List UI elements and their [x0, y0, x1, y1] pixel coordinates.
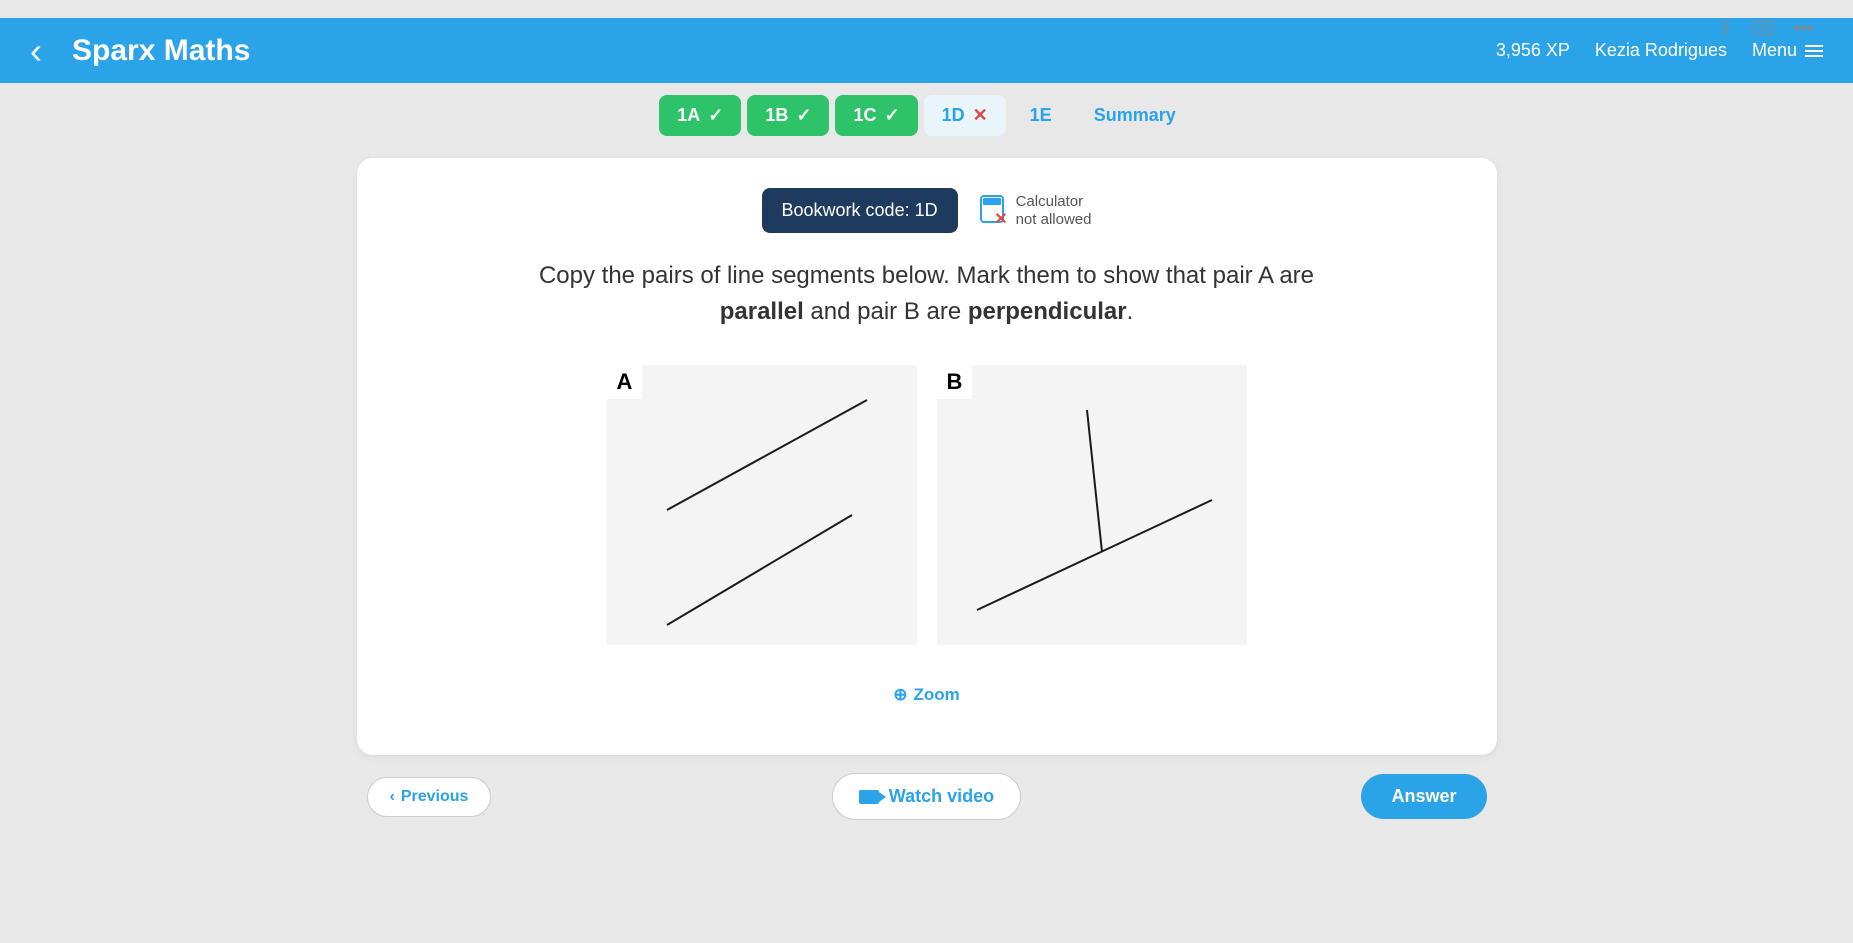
question-tabs: 1A ✓ 1B ✓ 1C ✓ 1D ✕ 1E Summary: [0, 83, 1853, 148]
line-a1: [667, 400, 867, 510]
diagram-b-label: B: [937, 365, 973, 399]
tab-1a[interactable]: 1A ✓: [659, 95, 741, 136]
chevron-left-icon: ‹: [390, 788, 395, 806]
check-icon: ✓: [796, 105, 811, 126]
tab-count-badge[interactable]: 31: [1753, 21, 1774, 36]
bookwork-code: Bookwork code: 1D: [762, 188, 958, 233]
diagram-b: B: [937, 365, 1247, 645]
previous-label: Previous: [401, 788, 469, 806]
app-title: Sparx Maths: [72, 34, 1496, 68]
tab-label: 1E: [1030, 105, 1052, 126]
calculator-text: Calculator not allowed: [1016, 193, 1092, 229]
question-card: Bookwork code: 1D ✕ Calculator not allow…: [357, 158, 1497, 755]
check-icon: ✓: [884, 105, 899, 126]
tab-label: 1B: [765, 105, 788, 126]
zoom-button[interactable]: ⊕ Zoom: [893, 685, 960, 705]
tab-label: 1A: [677, 105, 700, 126]
zoom-icon: ⊕: [893, 685, 907, 705]
tab-1d[interactable]: 1D ✕: [924, 95, 1006, 136]
zoom-row: ⊕ Zoom: [407, 685, 1447, 705]
diagram-b-svg: [937, 365, 1247, 645]
calculator-icon: ✕: [978, 195, 1006, 227]
line-a2: [667, 515, 852, 625]
tab-label: Summary: [1094, 105, 1176, 126]
x-icon: ✕: [973, 105, 988, 126]
bottom-controls: ‹ Previous Watch video Answer: [357, 773, 1497, 820]
line-b1: [977, 500, 1212, 610]
more-icon[interactable]: •••: [1794, 18, 1813, 39]
tab-1b[interactable]: 1B ✓: [747, 95, 829, 136]
line-b2: [1087, 410, 1102, 552]
watch-label: Watch video: [889, 786, 994, 807]
tab-summary[interactable]: Summary: [1076, 95, 1194, 136]
watch-video-button[interactable]: Watch video: [832, 773, 1021, 820]
diagram-a-svg: [607, 365, 917, 645]
answer-button[interactable]: Answer: [1361, 774, 1486, 819]
question-text: Copy the pairs of line segments below. M…: [407, 258, 1447, 330]
diagrams-container: A B: [407, 365, 1447, 645]
user-name[interactable]: Kezia Rodrigues: [1595, 40, 1727, 61]
diagram-a: A: [607, 365, 917, 645]
zoom-label: Zoom: [913, 685, 959, 705]
menu-label: Menu: [1752, 40, 1797, 61]
tab-1e[interactable]: 1E: [1012, 95, 1070, 136]
browser-top-bar: ⇪ 31 •••: [0, 18, 1853, 38]
video-icon: [859, 790, 879, 804]
calculator-notice: ✕ Calculator not allowed: [978, 193, 1092, 229]
bookwork-row: Bookwork code: 1D ✕ Calculator not allow…: [407, 188, 1447, 233]
check-icon: ✓: [708, 105, 723, 126]
share-icon[interactable]: ⇪: [1718, 18, 1733, 39]
tab-label: 1C: [853, 105, 876, 126]
diagram-a-label: A: [607, 365, 643, 399]
tab-1c[interactable]: 1C ✓: [835, 95, 917, 136]
previous-button[interactable]: ‹ Previous: [367, 777, 492, 817]
menu-button[interactable]: Menu: [1752, 40, 1823, 61]
tab-label: 1D: [942, 105, 965, 126]
hamburger-icon: [1805, 45, 1823, 57]
xp-display: 3,956 XP: [1496, 40, 1570, 61]
